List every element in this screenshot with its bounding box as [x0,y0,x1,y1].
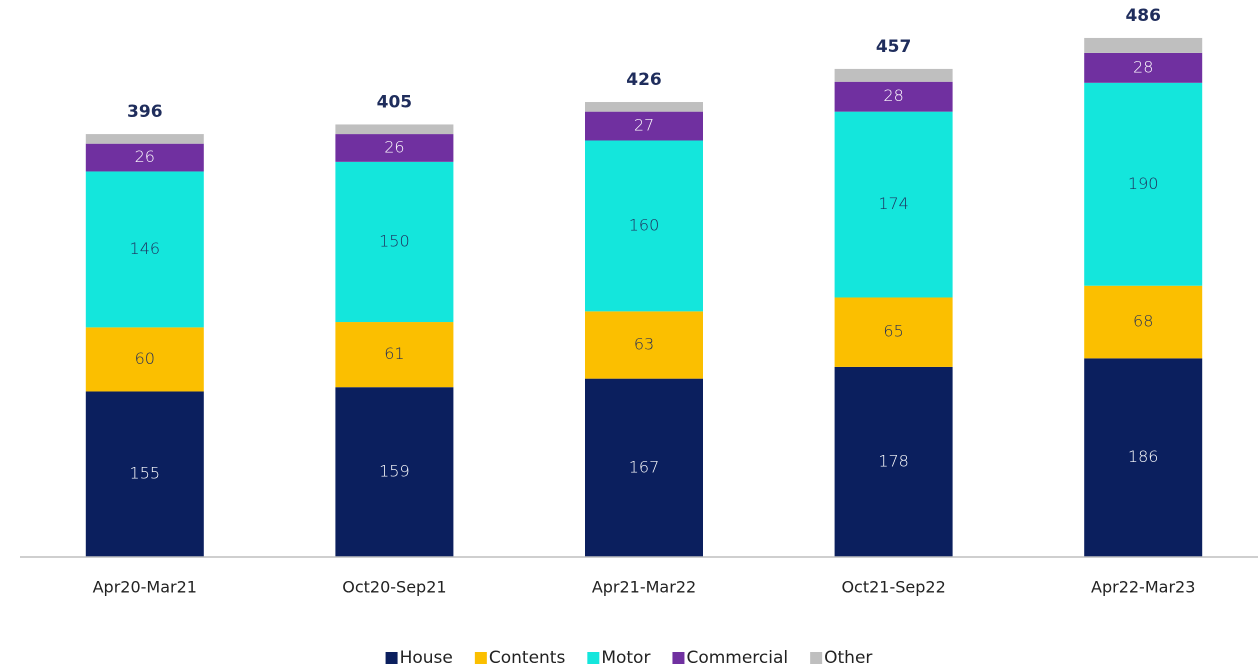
bar-segment [335,322,454,388]
data-label: 26 [135,147,155,166]
legend-label: Contents [489,648,566,668]
data-label: 28 [883,86,903,105]
data-label: 63 [634,335,654,354]
total-label: 486 [1125,6,1161,26]
data-label: 150 [379,231,410,250]
bar-segment [335,124,454,135]
total-label: 405 [377,92,413,112]
legend-swatch [587,652,600,664]
bar-segment [85,327,204,392]
bar-segment [1084,52,1203,83]
bar-segment [834,111,953,298]
x-tick-label: Oct20-Sep21 [342,578,446,597]
data-label: 190 [1128,174,1159,193]
x-tick-label: Apr22-Mar23 [1091,578,1195,597]
data-label: 60 [135,349,155,368]
bar-segment [335,134,454,162]
x-tick-label: Apr20-Mar21 [93,578,197,597]
legend-label: Motor [601,648,650,668]
legend-swatch [810,652,823,664]
data-label: 160 [629,215,660,234]
bar-segment [85,143,204,172]
bar-segment [585,311,703,379]
data-label: 167 [629,457,660,476]
legend-label: House [400,648,453,668]
data-label: 178 [878,451,909,470]
data-label: 26 [384,137,404,156]
bar-segment [834,297,953,367]
bar-segment [585,111,703,141]
x-tick-label: Apr21-Mar22 [592,578,696,597]
data-label: 159 [379,462,410,481]
total-label: 457 [876,37,912,57]
x-tick-label: Oct21-Sep22 [841,578,945,597]
bar-segment [1084,82,1203,286]
bar-segment [585,378,703,557]
bar-segment [834,68,953,82]
bar-segment [585,102,703,112]
data-label: 68 [1133,312,1153,331]
bar-segment [585,140,703,312]
bar-segment [335,387,454,557]
data-label: 65 [883,322,903,341]
legend-swatch [672,652,685,664]
data-label: 146 [130,239,161,258]
legend: House Contents Motor Commercial Other [385,648,872,668]
bar-segment [1084,358,1203,557]
bar-segment [834,366,953,557]
total-label: 396 [127,102,163,122]
legend-label: Commercial [686,648,788,668]
data-label: 28 [1133,57,1153,76]
bar-segment [1084,285,1203,359]
legend-label: Other [824,648,872,668]
total-label: 426 [626,70,662,90]
data-label: 27 [634,116,654,135]
data-label: 186 [1128,447,1159,466]
data-label: 155 [130,464,161,483]
legend-swatch [385,652,398,664]
bar-segment [85,134,204,144]
legend-swatch [474,652,487,664]
bar-segment [335,161,454,323]
bar-segment [85,391,204,557]
data-label: 174 [878,194,909,213]
bar-segment [834,81,953,112]
bar-segment [85,171,204,328]
data-label: 61 [384,344,404,363]
bar-segment [1084,37,1203,53]
